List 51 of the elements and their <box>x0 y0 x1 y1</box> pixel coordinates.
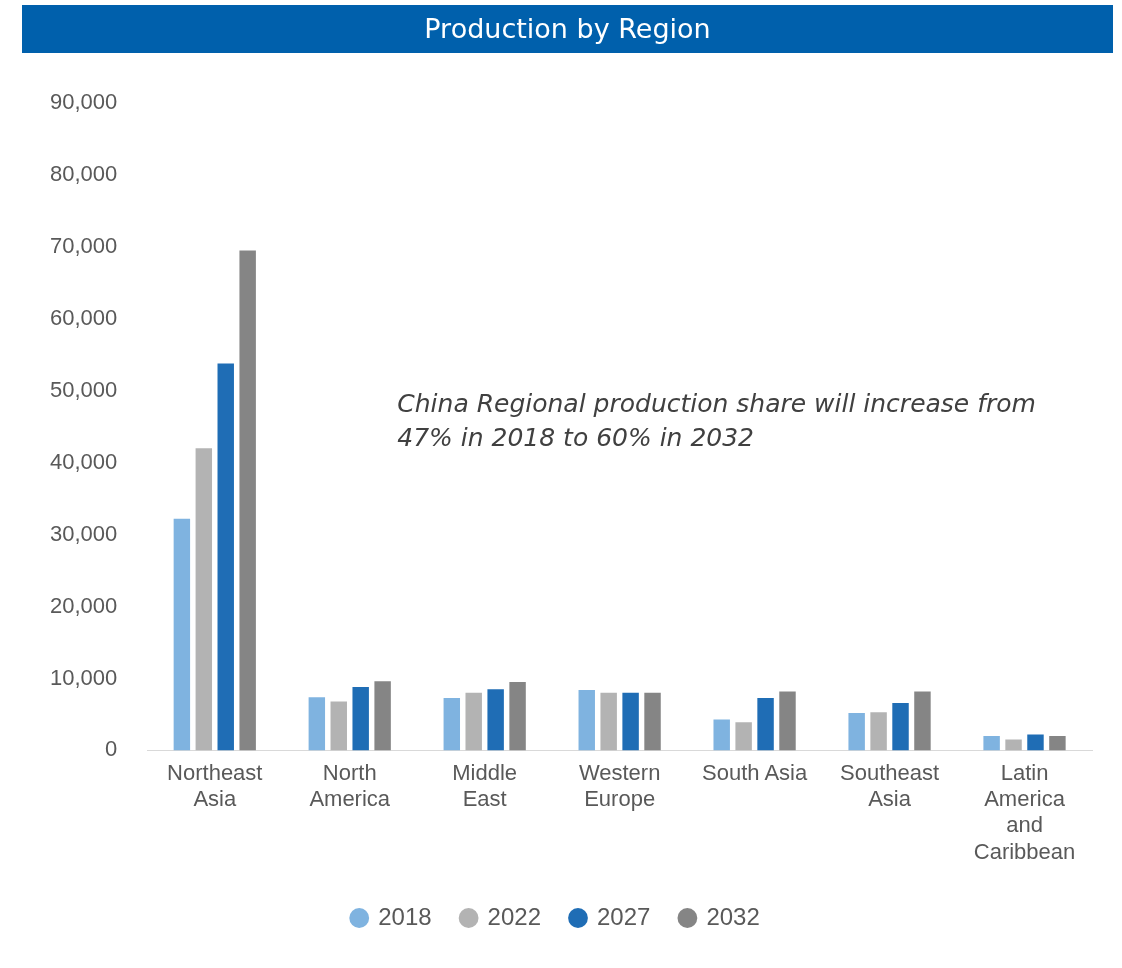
chart-title: Production by Region <box>22 5 1113 53</box>
legend-label: 2027 <box>597 902 651 930</box>
x-tick-label: Middle East <box>452 759 518 812</box>
bar <box>757 697 774 751</box>
bar <box>195 448 213 751</box>
bar <box>239 250 256 751</box>
bar <box>443 697 461 751</box>
bar <box>308 697 326 751</box>
bar <box>848 713 865 751</box>
x-tick-label: Southeast Asia <box>840 759 940 812</box>
y-tick-label: 90,000 <box>49 89 118 115</box>
bar <box>1005 739 1022 751</box>
y-tick-label: 10,000 <box>49 664 118 690</box>
x-tick-label: Western Europe <box>578 759 661 812</box>
x-tick-label: Latin America and Caribbean <box>973 759 1076 864</box>
bar <box>870 712 887 751</box>
x-tick-label: North America <box>309 759 391 812</box>
x-tick-label: South Asia <box>702 759 808 785</box>
y-tick-label: 40,000 <box>49 448 118 474</box>
bar <box>622 692 639 751</box>
bar <box>713 719 730 751</box>
y-tick-label: 60,000 <box>49 305 118 330</box>
bar <box>374 681 391 751</box>
bar <box>487 689 504 751</box>
y-tick-label: 30,000 <box>49 520 118 546</box>
legend-label: 2032 <box>706 902 760 930</box>
y-tick-label: 20,000 <box>49 592 118 618</box>
bar <box>173 518 191 751</box>
legend-label: 2022 <box>487 902 541 930</box>
bar <box>914 691 931 751</box>
bar <box>1049 736 1066 751</box>
bar <box>217 363 234 751</box>
annotation: China Regional production share will increase from 47% in 2018 to 60% in 2032 <box>397 389 1036 453</box>
bar <box>465 692 482 751</box>
y-tick-label: 80,000 <box>49 161 118 187</box>
y-tick-label: 50,000 <box>49 376 118 402</box>
bar <box>578 690 595 751</box>
y-tick-label: 0 <box>105 736 118 762</box>
bar <box>779 691 796 751</box>
bar <box>330 701 347 751</box>
bar <box>509 682 526 751</box>
bar <box>352 687 369 751</box>
bar <box>644 692 661 751</box>
bar <box>600 692 617 751</box>
bar <box>892 702 909 751</box>
legend-label: 2018 <box>378 902 432 930</box>
y-tick-label: 70,000 <box>49 233 118 259</box>
bar <box>983 736 1000 751</box>
bar <box>735 722 752 751</box>
x-tick-label: Northeast Asia <box>167 759 263 812</box>
bar <box>1027 734 1044 751</box>
